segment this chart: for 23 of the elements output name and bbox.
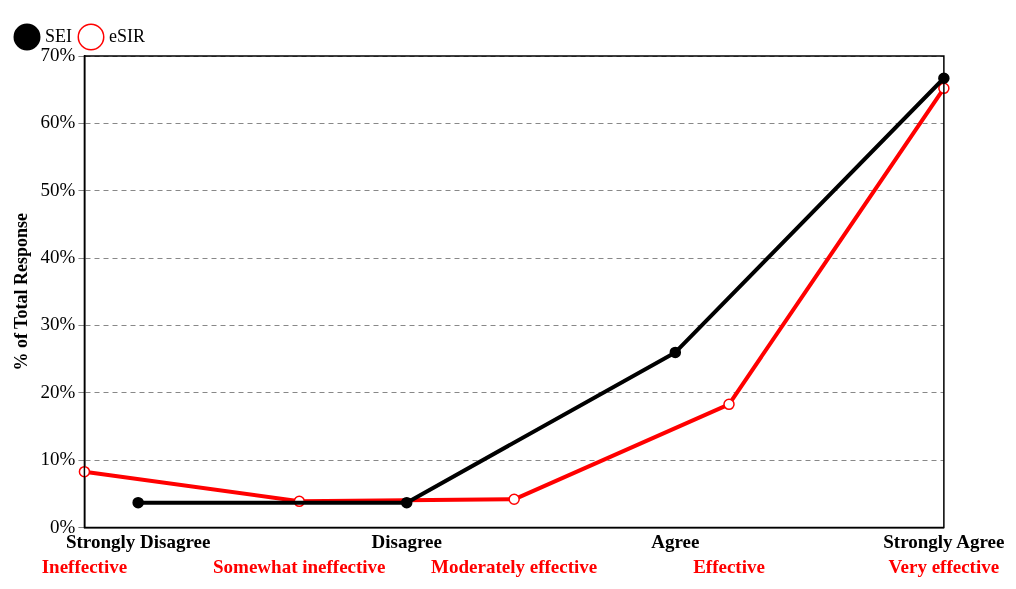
x-tick-label: Ineffective	[41, 555, 128, 577]
y-tick-label: 30%	[40, 313, 76, 335]
x-tick-label: Moderately effective	[431, 555, 598, 577]
point	[669, 346, 682, 359]
legend-label: SEI	[45, 25, 73, 46]
y-axis-title: % of Total Response	[11, 213, 32, 371]
point	[132, 496, 144, 509]
y-tick-label: 70%	[40, 43, 76, 65]
point	[723, 398, 735, 411]
x-tick-label: Effective	[693, 555, 765, 577]
point	[400, 496, 413, 509]
y-tick-label: 50%	[40, 178, 76, 200]
y-tick-label: 10%	[40, 448, 76, 470]
x-tick-label: Agree	[651, 530, 700, 552]
y-tick-label: 20%	[40, 380, 76, 402]
y-tick-label: 60%	[40, 111, 76, 133]
x-tick-label: Disagree	[371, 530, 442, 552]
x-tick-label: Somewhat ineffective	[213, 555, 386, 577]
text: Very effective	[888, 555, 1000, 577]
point	[508, 493, 520, 506]
legend-label: eSIR	[109, 25, 145, 46]
y-tick-label: 40%	[40, 246, 76, 268]
x-tick-label: Strongly Agree	[883, 530, 1005, 552]
